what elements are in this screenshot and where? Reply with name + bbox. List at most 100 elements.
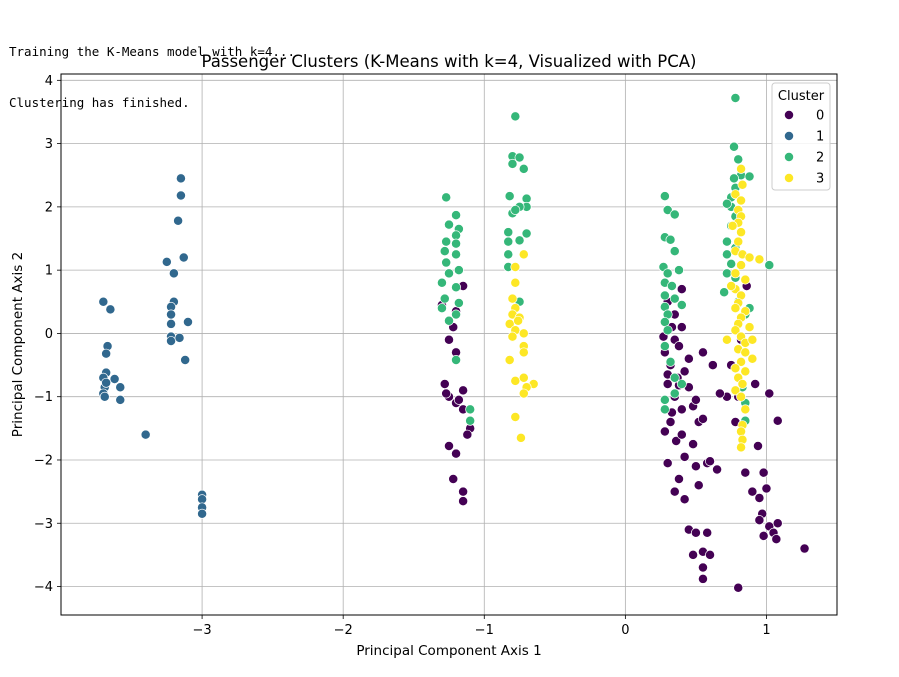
data-point-cluster-0: [702, 527, 713, 538]
data-point-cluster-2: [453, 298, 464, 309]
data-point-cluster-2: [441, 192, 452, 203]
data-point-cluster-1: [168, 268, 179, 279]
x-axis-label: Principal Component Axis 1: [356, 643, 541, 659]
data-point-cluster-0: [662, 458, 673, 469]
data-point-cluster-2: [744, 171, 755, 182]
data-point-cluster-1: [166, 336, 177, 346]
data-point-cluster-2: [465, 415, 476, 426]
data-point-cluster-2: [665, 356, 676, 367]
data-point-cluster-2: [659, 404, 670, 415]
data-point-cluster-0: [439, 379, 450, 389]
data-point-cluster-2: [659, 394, 670, 405]
data-point-cluster-0: [679, 451, 690, 462]
data-point-cluster-2: [451, 230, 462, 241]
data-point-cluster-1: [183, 317, 193, 327]
data-point-cluster-3: [737, 179, 748, 190]
data-point-cluster-0: [761, 483, 772, 494]
data-point-cluster-2: [521, 228, 532, 239]
data-point-cluster-1: [174, 332, 185, 343]
data-point-cluster-0: [462, 429, 473, 440]
data-point-cluster-3: [507, 331, 518, 342]
data-point-cluster-2: [659, 341, 670, 352]
data-point-cluster-3: [726, 281, 737, 291]
data-point-cluster-0: [799, 543, 810, 554]
data-point-cluster-0: [669, 486, 680, 497]
data-point-cluster-3: [740, 366, 751, 377]
data-point-cluster-1: [197, 508, 208, 519]
data-point-cluster-2: [510, 111, 521, 122]
data-point-cluster-2: [676, 379, 687, 389]
data-point-cluster-3: [727, 220, 738, 231]
data-point-cluster-0: [451, 448, 462, 459]
data-point-cluster-0: [683, 353, 694, 364]
data-point-cluster-2: [662, 205, 673, 215]
data-point-cluster-0: [458, 496, 469, 507]
data-point-cluster-1: [101, 348, 112, 359]
data-point-cluster-0: [772, 518, 783, 529]
data-point-cluster-2: [666, 281, 677, 291]
y-tick-label: 1: [45, 264, 53, 279]
data-point-cluster-2: [674, 265, 684, 276]
legend-items: 0 1 2 3: [784, 109, 824, 187]
data-point-cluster-0: [754, 515, 765, 526]
y-tick-label: −4: [34, 580, 53, 595]
data-point-cluster-3: [736, 356, 747, 367]
data-point-cluster-2: [665, 234, 676, 245]
data-point-cluster-3: [736, 163, 747, 174]
data-point-cluster-1: [166, 309, 177, 320]
data-point-cluster-3: [754, 254, 765, 265]
data-point-cluster-2: [721, 249, 732, 260]
legend-label-cluster-1: 1: [816, 130, 824, 145]
legend-marker-cluster-0: [784, 110, 794, 120]
data-point-cluster-2: [436, 303, 447, 314]
data-point-cluster-2: [453, 265, 464, 276]
data-point-cluster-2: [436, 277, 447, 288]
data-point-cluster-2: [444, 219, 454, 230]
data-point-cluster-2: [451, 238, 462, 249]
data-point-cluster-2: [729, 173, 739, 184]
data-point-cluster-1: [173, 215, 184, 226]
data-point-cluster-2: [726, 258, 737, 269]
y-tick-label: 3: [45, 137, 53, 152]
data-point-cluster-2: [659, 317, 670, 327]
data-point-cluster-0: [771, 534, 782, 545]
data-point-cluster-3: [740, 404, 751, 415]
data-point-cluster-1: [98, 296, 109, 307]
data-point-cluster-2: [733, 154, 744, 165]
data-point-cluster-3: [518, 328, 529, 339]
y-tick-label: 2: [45, 200, 53, 215]
data-point-cluster-1: [178, 252, 189, 263]
data-point-cluster-2: [521, 193, 532, 204]
legend: Cluster 0 1 2 3: [771, 82, 831, 191]
data-point-cluster-2: [439, 293, 450, 304]
data-point-cluster-3: [736, 442, 747, 453]
data-point-cluster-2: [451, 355, 462, 365]
data-point-cluster-0: [733, 582, 744, 593]
y-tick-label: 4: [45, 74, 53, 89]
data-point-cluster-2: [507, 158, 518, 169]
plot-frame: [60, 73, 838, 616]
data-point-cluster-3: [730, 385, 741, 396]
data-point-cluster-3: [747, 353, 758, 364]
data-point-cluster-0: [690, 527, 701, 538]
data-point-cluster-3: [518, 372, 529, 383]
data-point-cluster-2: [503, 227, 514, 238]
data-point-cluster-3: [730, 325, 741, 336]
console-output: Training the K-Means model with k=4... C…: [9, 9, 295, 128]
y-tick-label: −1: [34, 390, 53, 405]
data-point-cluster-2: [441, 257, 452, 268]
y-tick-label: −3: [34, 517, 53, 532]
data-point-cluster-0: [679, 366, 690, 377]
data-point-cluster-2: [669, 388, 680, 399]
data-point-cluster-0: [671, 436, 682, 446]
data-point-cluster-2: [514, 235, 525, 246]
chart-title: Passenger Clusters (K-Means with k=4, Vi…: [202, 52, 697, 71]
data-point-cluster-0: [659, 426, 670, 437]
data-point-cluster-2: [451, 210, 462, 221]
data-point-cluster-0: [441, 388, 452, 399]
data-point-cluster-2: [764, 260, 775, 271]
x-tick-label: −2: [334, 623, 353, 638]
data-point-cluster-2: [444, 315, 454, 326]
data-point-cluster-0: [705, 549, 715, 560]
data-point-cluster-1: [101, 377, 112, 388]
